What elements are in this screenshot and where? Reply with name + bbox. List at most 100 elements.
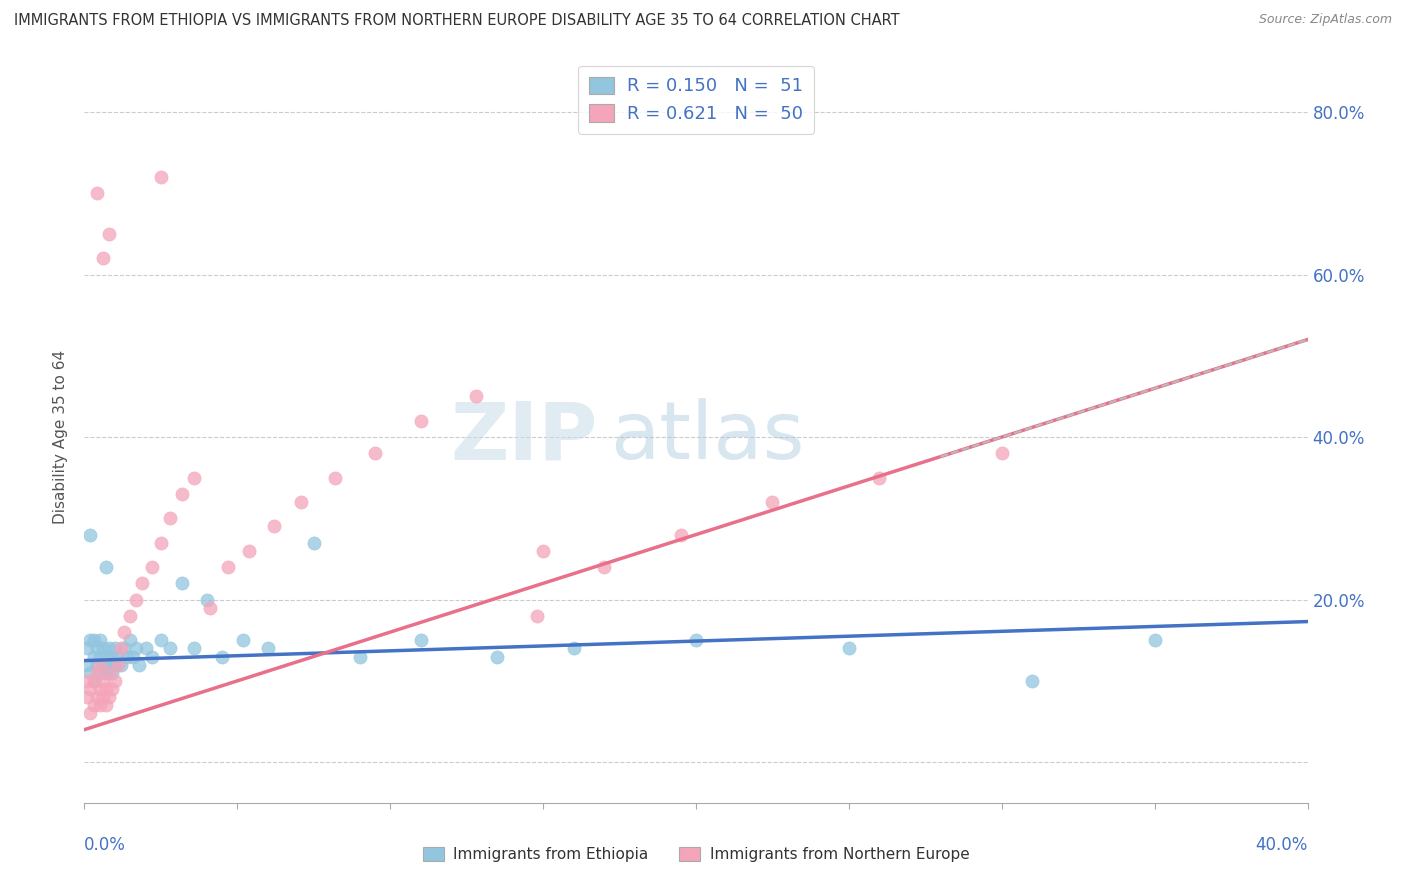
Point [131,576,153,591]
Point [526,608,548,623]
Point [869,471,891,485]
Point [125,641,148,656]
Point [409,414,432,428]
Point [110,657,132,672]
Point [149,535,172,549]
Point [562,641,585,656]
Point [107,649,129,664]
Point [198,600,221,615]
Point [159,641,181,656]
Text: 0.0%: 0.0% [84,837,127,855]
Point [97,665,120,680]
Point [159,511,181,525]
Point [120,633,142,648]
Point [94,649,117,664]
Point [94,560,117,574]
Point [83,649,105,664]
Legend: Immigrants from Ethiopia, Immigrants from Northern Europe: Immigrants from Ethiopia, Immigrants fro… [416,840,976,868]
Point [97,657,120,672]
Point [104,641,127,656]
Point [94,698,117,713]
Point [89,681,111,696]
Point [83,673,105,688]
Point [349,649,371,664]
Point [991,446,1014,460]
Point [89,633,111,648]
Point [97,690,120,705]
Point [83,633,105,648]
Point [122,649,145,664]
Point [409,633,432,648]
Point [183,471,205,485]
Point [76,641,98,656]
Point [120,608,142,623]
Point [112,641,135,656]
Point [94,665,117,680]
Point [464,389,486,403]
Point [115,649,138,664]
Point [97,641,120,656]
Point [76,690,98,705]
Point [486,649,509,664]
Point [91,252,114,266]
Point [91,690,114,705]
Text: 40.0%: 40.0% [1256,837,1308,855]
Point [76,657,98,672]
Point [86,657,108,672]
Point [91,657,114,672]
Point [1021,673,1043,688]
Point [89,649,111,664]
Point [232,633,254,648]
Point [101,665,124,680]
Point [838,641,860,656]
Point [89,665,111,680]
Point [83,673,105,688]
Point [211,649,233,664]
Text: ZIP: ZIP [451,398,598,476]
Point [83,698,105,713]
Point [128,657,150,672]
Point [302,535,325,549]
Point [257,641,280,656]
Point [183,641,205,656]
Point [1143,633,1166,648]
Point [685,633,707,648]
Text: atlas: atlas [610,398,804,476]
Point [97,227,120,241]
Point [149,169,172,184]
Point [91,673,114,688]
Point [89,698,111,713]
Point [593,560,616,574]
Text: Source: ZipAtlas.com: Source: ZipAtlas.com [1258,13,1392,27]
Point [263,519,285,533]
Point [104,657,127,672]
Point [79,706,101,721]
Point [172,576,194,591]
Point [79,681,101,696]
Point [86,665,108,680]
Point [141,649,163,664]
Point [323,471,346,485]
Point [112,625,135,640]
Point [79,527,101,541]
Point [149,633,172,648]
Point [94,681,117,696]
Y-axis label: Disability Age 35 to 64: Disability Age 35 to 64 [53,350,69,524]
Point [101,681,124,696]
Point [172,487,194,501]
Point [238,544,260,558]
Point [195,592,218,607]
Point [110,641,132,656]
Point [669,527,692,541]
Point [79,665,101,680]
Point [104,673,127,688]
Point [290,495,312,509]
Point [761,495,783,509]
Point [125,592,148,607]
Point [91,641,114,656]
Point [89,657,111,672]
Point [86,186,108,201]
Point [76,673,98,688]
Point [141,560,163,574]
Point [86,641,108,656]
